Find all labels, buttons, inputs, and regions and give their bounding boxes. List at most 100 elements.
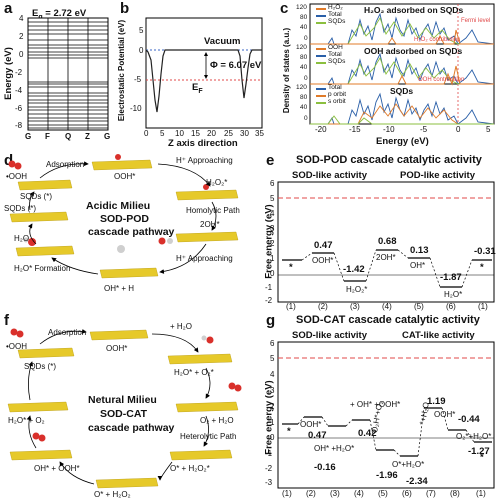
- legend-1-h2o2: H₂O₂: [328, 4, 343, 11]
- e-sod-label: SOD-like activity: [292, 170, 367, 181]
- g-title: SOD-CAT cascade catalytic activity: [296, 314, 480, 326]
- band-gap-sub: g: [38, 13, 43, 21]
- phi-label: Φ = 6.07 eV: [210, 60, 262, 71]
- c-xtick-5: 5: [486, 125, 491, 134]
- c-xtick-0: -20: [315, 125, 327, 134]
- e-energy-diagram: [277, 181, 495, 303]
- e-step-2: (3): [350, 302, 360, 311]
- d-label-h2o-formation: H₂O* Formation: [14, 264, 71, 273]
- b-xtick-4: 20: [207, 129, 216, 138]
- legend-2-sqds: SQDs: [328, 58, 346, 65]
- g-step-6: (7): [426, 489, 436, 498]
- sqd-sheet: [169, 449, 233, 461]
- d-label-sqds-2: SQDs (*): [4, 204, 36, 213]
- dos-legend-3: [316, 88, 326, 104]
- g-step-0: (1): [282, 489, 292, 498]
- e-species-6: *: [480, 262, 484, 273]
- e-value-5: -0.31: [474, 246, 496, 257]
- potential-plot: [145, 17, 263, 129]
- g-ytick-1: 5: [270, 354, 275, 363]
- e-value-1: -1.42: [343, 264, 365, 275]
- legend-2-total: Total: [328, 51, 342, 58]
- sqd-sheet: [9, 449, 73, 461]
- d-label-sqds-1: SQDs (*): [20, 192, 52, 201]
- ooh-contribution-label: OOH contribution: [418, 77, 465, 83]
- legend-3-total: Total: [328, 84, 342, 91]
- sqd-sheet-5: [99, 267, 159, 279]
- fermi-level-label: Fermi level: [461, 18, 491, 24]
- dos-title-1: H₂O₂ adsorbed on SQDs: [364, 5, 464, 15]
- g-cat-label: CAT-like activity: [402, 330, 475, 341]
- d-label-h-approaching-2: H⁺ Approaching: [176, 254, 233, 263]
- a-ytick-5: -6: [15, 104, 23, 113]
- panel-g-label: g: [266, 312, 276, 329]
- a-xtick-0: G: [25, 132, 32, 141]
- e-ytick-8: -2: [265, 296, 273, 305]
- c1-ytick-1: 80: [300, 14, 308, 21]
- oxygen-atom: [115, 154, 121, 160]
- dos-legend-2: [316, 48, 326, 64]
- g-ytick-3: 3: [270, 386, 275, 395]
- g-step-7: (8): [450, 489, 460, 498]
- e-species-5: H₂O*: [444, 290, 463, 299]
- c-xtick-4: 0: [456, 125, 461, 134]
- g-sod-label: SOD-like activity: [292, 330, 367, 341]
- oxygen-atom: [32, 432, 40, 440]
- e-step-1: (2): [318, 302, 328, 311]
- c1-ytick-3: 0: [304, 35, 308, 42]
- ef-label: EF: [192, 82, 203, 95]
- sod-cat-cycle-diagram: [7, 328, 242, 489]
- d-label-ooh-radical: •OOH: [6, 172, 28, 181]
- g-species-2: OH* +H₂O*: [314, 444, 355, 453]
- g-value-2: 0.42: [358, 428, 377, 439]
- legend-3-p: p orbit: [328, 91, 347, 98]
- e-ytick-2: 4: [270, 209, 275, 218]
- b-ytick-1: 0: [139, 46, 144, 55]
- e-levels: [282, 249, 492, 288]
- panel-g-sod-cat-energy: g SOD-CAT cascade catalytic activity SOD…: [252, 312, 500, 502]
- d-label-h2o2-star: H₂O₂*: [206, 178, 228, 187]
- c3-ytick-0: 120: [296, 84, 307, 91]
- vacuum-label: Vacuum: [204, 36, 241, 47]
- d-label-h2o: H₂O: [14, 234, 30, 243]
- b-xtick-1: 5: [160, 129, 165, 138]
- c2-ytick-3: 0: [304, 75, 308, 82]
- d-center-3: cascade pathway: [88, 226, 175, 238]
- panel-b-electrostatic-potential: b Electrostatic Potential (eV) Vacuum Φ …: [117, 0, 268, 150]
- g-value-6: -0.44: [458, 414, 480, 425]
- f-label-h2o-o2: H₂O* + O₂: [8, 416, 45, 425]
- c1-ytick-2: 40: [300, 24, 308, 31]
- d-label-homolytic: Homolytic Path: [186, 206, 240, 215]
- f-label-o-h2o2: O* + H₂O₂: [94, 490, 131, 499]
- panel-b-xlabel: Z axis direction: [168, 138, 238, 149]
- oxygen-atom: [228, 382, 236, 390]
- g-species-0: *: [287, 426, 291, 437]
- panel-b-label: b: [120, 0, 130, 17]
- f-label-h2o: + H₂O: [170, 322, 192, 331]
- g-species-7: OOH*: [434, 410, 456, 419]
- g-species-8: O₂*+H₂O*: [456, 432, 492, 441]
- g-ytick-9: -3: [265, 478, 273, 487]
- g-step-2: (3): [330, 489, 340, 498]
- band-gap-symbol: E: [32, 8, 39, 19]
- c2-ytick-0: 120: [296, 44, 307, 51]
- d-label-oh-plus-h: OH* + H: [104, 284, 135, 293]
- f-label-ooh-star: OOH*: [106, 344, 128, 353]
- dos-sub-2-traces: [310, 52, 495, 86]
- f-label-o2-h2o: O₂ + H₂O: [200, 416, 234, 425]
- b-xtick-7: 35: [255, 129, 264, 138]
- f-label-ooh-radical: •OOH: [6, 342, 28, 351]
- panel-c-xlabel: Energy (eV): [376, 136, 429, 147]
- c2-ytick-1: 80: [300, 54, 308, 61]
- e-value-0: 0.47: [314, 240, 333, 251]
- dos-plot: [309, 3, 495, 125]
- f-center-2: SOD-CAT: [100, 408, 148, 420]
- a-ytick-2: 0: [19, 50, 24, 59]
- oxygen-atom: [158, 237, 166, 245]
- g-ytick-4: 2: [270, 402, 275, 411]
- e-value-2: 0.68: [378, 236, 397, 247]
- ef-symbol: E: [192, 82, 199, 93]
- panel-f-sod-cat-scheme: f Netural Mil: [0, 312, 252, 502]
- f-label-adsorption: Adsorption: [48, 328, 87, 337]
- hydrogen-atom: [23, 237, 29, 243]
